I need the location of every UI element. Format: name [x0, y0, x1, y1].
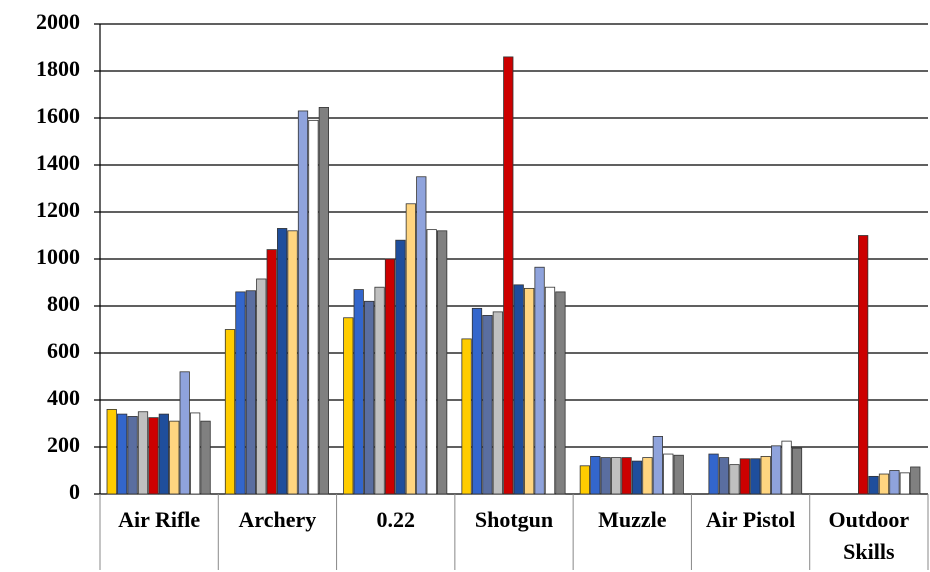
bar: [544, 286, 556, 495]
bar: [343, 317, 354, 495]
bar: [642, 457, 653, 495]
bar: [513, 284, 524, 495]
bar: [708, 453, 719, 495]
bar: [374, 286, 385, 495]
bar: [492, 311, 503, 495]
bar: [256, 278, 267, 495]
bar: [416, 176, 427, 495]
bar: [277, 228, 288, 495]
y-tick-label: 400: [47, 385, 80, 410]
bar: [364, 300, 375, 495]
bar: [729, 464, 740, 495]
bar: [148, 417, 159, 495]
y-tick-label: 2000: [36, 9, 80, 34]
bar: [579, 465, 590, 495]
bar: [117, 413, 128, 495]
bar: [611, 457, 622, 495]
bar: [137, 411, 149, 495]
bar: [395, 239, 406, 495]
bar: [899, 472, 910, 495]
bar: [524, 287, 535, 495]
bar: [621, 457, 632, 495]
x-tick-label: Outdoor Skills: [829, 507, 910, 564]
bar: [190, 412, 201, 495]
bar: [590, 455, 601, 495]
y-tick-label: 200: [47, 432, 80, 457]
bar: [781, 440, 792, 495]
bar: [750, 458, 761, 495]
bar: [200, 420, 211, 495]
bar: [503, 56, 514, 495]
x-tick-label: Shotgun: [475, 507, 553, 532]
y-tick-label: 800: [47, 291, 80, 316]
bar: [868, 475, 879, 495]
x-tick-label: 0.22: [376, 507, 415, 532]
bar: [297, 110, 309, 495]
bar: [663, 453, 674, 495]
bar: [287, 230, 298, 495]
bar: [245, 290, 256, 495]
bar: [555, 291, 566, 495]
x-tick-label: Air Rifle: [118, 507, 200, 532]
bar: [652, 436, 663, 495]
bar: [179, 371, 190, 495]
bar: [106, 408, 117, 495]
bar: [673, 454, 684, 495]
bar: [910, 466, 921, 495]
y-tick-label: 1600: [36, 103, 80, 128]
bar: [235, 291, 246, 495]
y-tick-label: 1800: [36, 56, 80, 81]
bar: [127, 416, 138, 495]
bar: [878, 473, 890, 495]
bar: [600, 457, 611, 495]
x-tick-label: Air Pistol: [706, 507, 795, 532]
bar: [353, 289, 364, 495]
bar: [760, 455, 771, 495]
bar: [437, 230, 448, 495]
bar: [889, 470, 900, 495]
bar: [405, 203, 416, 495]
bar: [771, 445, 782, 495]
bar: [426, 229, 437, 495]
x-tick-label: Muzzle: [598, 507, 667, 532]
x-tick-label: Archery: [239, 507, 317, 532]
bar: [791, 447, 803, 495]
bar: [308, 119, 319, 495]
bar: [631, 460, 643, 495]
bar: [266, 249, 277, 495]
bar: [384, 258, 396, 495]
bar: [318, 107, 329, 495]
bar: [224, 329, 236, 495]
bar: [471, 307, 483, 495]
bar: [461, 338, 472, 495]
y-tick-label: 0: [69, 479, 80, 504]
bar: [739, 458, 750, 495]
bar: [482, 314, 493, 495]
bar: [858, 235, 869, 495]
y-tick-label: 600: [47, 338, 80, 363]
bar: [718, 457, 730, 495]
bar: [534, 266, 545, 495]
y-tick-label: 1200: [36, 197, 80, 222]
y-tick-label: 1000: [36, 244, 80, 269]
bar: [158, 413, 169, 495]
y-tick-label: 1400: [36, 150, 80, 175]
bar: [169, 420, 180, 495]
